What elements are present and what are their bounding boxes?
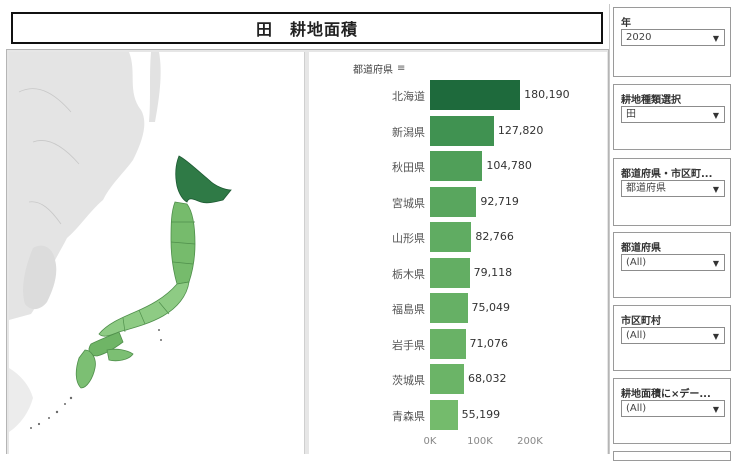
filter-card-city: 市区町村 (All) ▼ [613,305,731,371]
bar-value-label: 127,820 [497,123,544,137]
bar[interactable] [430,293,468,323]
prefecture-borders [122,221,196,333]
sakhalin-shape [149,52,161,122]
area-data-dropdown-value: (All) [626,403,647,414]
bar-row[interactable]: 北海道 180,190 [309,80,607,110]
bar-value-label: 55,199 [461,407,501,421]
bar-category-label: 青森県 [392,409,425,423]
chevron-down-icon: ▼ [712,185,719,194]
bar-value-label: 79,118 [473,265,513,279]
bar-category-label: 北海道 [392,90,425,103]
map-canvas[interactable] [9,52,304,454]
bar[interactable] [430,115,494,146]
bar-value-label: 104,780 [486,159,532,172]
filter-card-year: 年 2020 ▼ [613,7,731,77]
dashboard-title: 田 耕地面積 [11,12,603,44]
hokkaido-region [175,155,232,204]
bar-value-label: 75,049 [471,301,511,314]
filter-title-year: 年 [621,18,631,29]
chevron-down-icon: ▼ [712,111,719,120]
bar-category-label: 茨城県 [392,374,425,387]
bar-row[interactable]: 秋田県 104,780 [309,151,607,181]
honshu-central-region [98,281,190,337]
filter-title-city: 市区町村 [621,316,661,327]
izu-islands [158,329,162,341]
bar-row[interactable]: 福島県 75,049 [309,293,607,323]
bar-category-label: 福島県 [392,303,425,316]
bar-row[interactable]: 宮城県 92,719 [309,186,607,217]
south-china-coast [9,368,33,432]
bar-category-label: 岩手県 [392,338,425,352]
bar-row[interactable]: 岩手県 71,076 [309,328,607,359]
border-lines [18,88,80,225]
bar-row[interactable]: 青森県 55,199 [309,399,607,430]
filter-card-level: 都道府県・市区町... 都道府県 ▼ [613,158,731,226]
bar[interactable] [430,186,477,217]
japan-map[interactable] [9,52,305,454]
bar[interactable] [430,399,458,430]
korean-peninsula-shape [23,245,57,310]
axis-tick-100k: 100K [467,436,493,447]
bar-category-label: 秋田県 [392,161,425,174]
bar[interactable] [430,222,472,252]
chevron-down-icon: ▼ [712,405,719,414]
bar[interactable] [430,364,464,394]
sort-descending-icon[interactable]: ≡ [397,62,406,74]
prefecture-bar-chart[interactable]: 都道府県 ≡ 北海道 180,190 新潟県 127,820 秋田県 104,780 宮城県… [309,52,607,454]
prefecture-dropdown-value: (All) [626,257,647,268]
city-dropdown-value: (All) [626,330,647,341]
prefecture-dropdown[interactable]: (All) ▼ [621,254,725,271]
axis-tick-0: 0K [423,436,437,447]
filter-title-level: 都道府県・市区町... [621,169,713,180]
land-type-dropdown[interactable]: 田 ▼ [621,106,725,123]
bar[interactable] [430,151,483,181]
filter-card-next [613,451,731,461]
chevron-down-icon: ▼ [712,332,719,341]
bar-category-label: 栃木県 [392,267,425,281]
filter-card-prefecture: 都道府県 (All) ▼ [613,232,731,298]
bar[interactable] [430,328,466,359]
axis-tick-200k: 200K [517,436,543,447]
year-dropdown-value: 2020 [626,32,652,43]
chevron-down-icon: ▼ [712,259,719,268]
bar-value-label: 68,032 [468,372,507,385]
filters-column: 年 2020 ▼ 耕地種類選択 田 ▼ 都道府県・市区町... 都道府県 ▼ 都… [609,4,736,461]
bar-row[interactable]: 山形県 82,766 [309,222,607,252]
bar-category-label: 宮城県 [392,196,425,210]
area-data-dropdown[interactable]: (All) ▼ [621,400,725,417]
filter-title-land-type: 耕地種類選択 [621,95,681,106]
bar-value-label: 82,766 [475,230,514,243]
bar-row[interactable]: 茨城県 68,032 [309,364,607,394]
level-dropdown[interactable]: 都道府県 ▼ [621,180,725,197]
bar-row[interactable]: 栃木県 79,118 [309,257,607,288]
field-header-prefecture[interactable]: 都道府県 ≡ [353,61,405,76]
bar-value-label: 71,076 [469,336,509,350]
bar-category-label: 新潟県 [392,125,425,139]
filter-title-area-data: 耕地面積に×デー... [621,389,711,400]
city-dropdown[interactable]: (All) ▼ [621,327,725,344]
kyushu-region [75,349,96,389]
shikoku-region [106,348,134,362]
field-header-label: 都道府県 [353,65,393,76]
filter-title-prefecture: 都道府県 [621,243,661,254]
bar-value-label: 180,190 [524,88,570,101]
bar-value-label: 92,719 [480,194,519,208]
bar[interactable] [430,80,521,110]
filter-card-area-data: 耕地面積に×デー... (All) ▼ [613,378,731,444]
level-dropdown-value: 都道府県 [626,183,666,194]
chevron-down-icon: ▼ [712,34,719,43]
bar-row[interactable]: 新潟県 127,820 [309,115,607,146]
bar-category-label: 山形県 [392,232,425,245]
nansei-islands [30,396,73,429]
year-dropdown[interactable]: 2020 ▼ [621,29,725,46]
filter-card-land-type: 耕地種類選択 田 ▼ [613,84,731,150]
land-type-dropdown-value: 田 [626,109,636,120]
bar[interactable] [430,257,470,288]
